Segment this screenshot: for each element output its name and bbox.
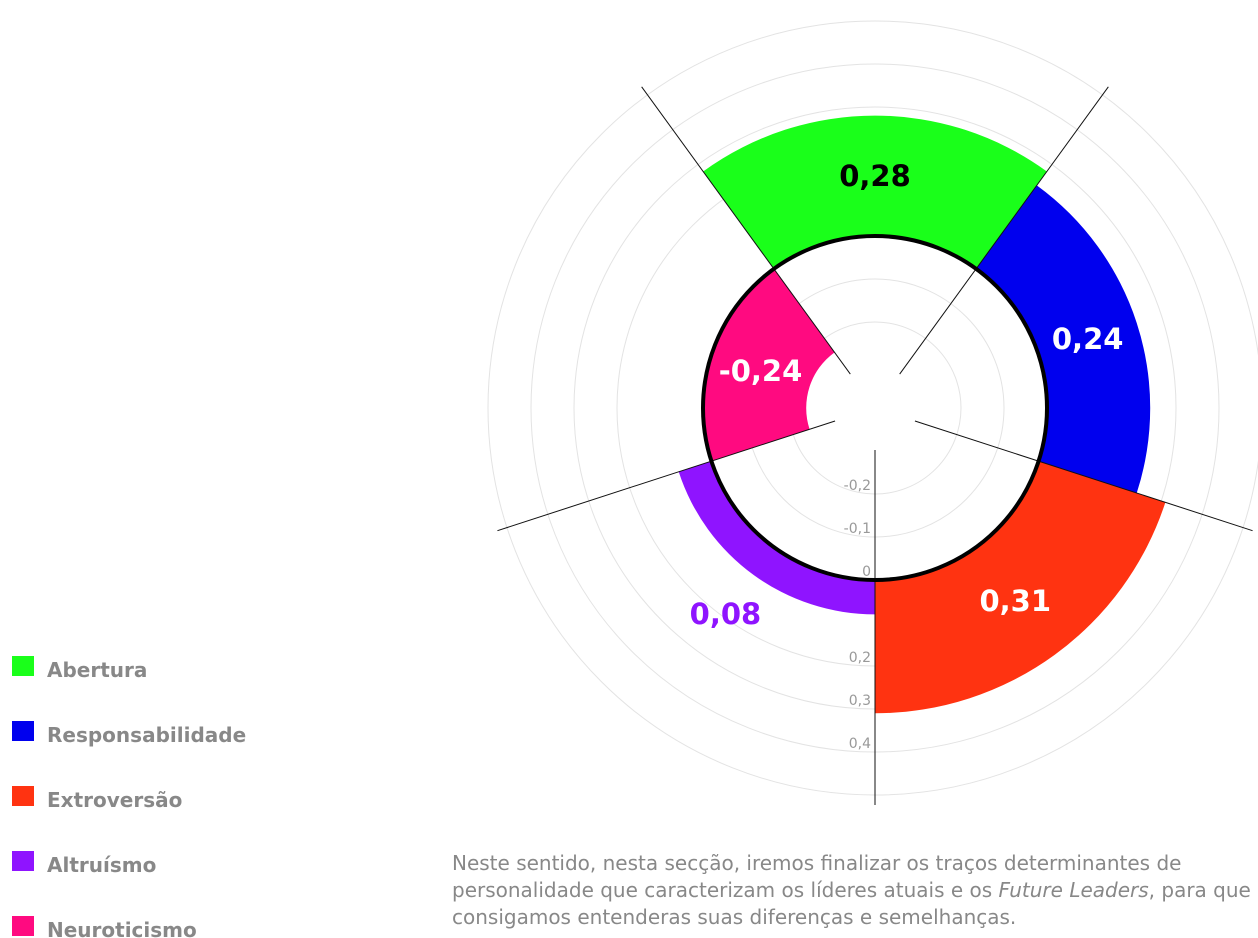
r-tick-label: 0,4 [849, 736, 871, 752]
spoke [497, 420, 836, 532]
paragraph-emphasis: Future Leaders [998, 878, 1149, 902]
zero-ring [701, 234, 1049, 582]
polar-segment [703, 115, 1047, 269]
legend-label: Altruísmo [47, 853, 156, 877]
legend-swatch [12, 656, 34, 676]
r-tick-label: 0,2 [849, 650, 871, 666]
data-label: -0,24 [719, 354, 803, 388]
legend-swatch [12, 916, 34, 936]
polar-segment [703, 268, 835, 462]
paragraph-text: , para que consigamos entenderas suas di… [452, 878, 1251, 929]
paragraph: Neste sentido, nesta secção, iremos fina… [452, 850, 1258, 931]
r-tick-label: -0,2 [844, 478, 871, 494]
legend-swatch [12, 786, 34, 806]
polar-segment [875, 461, 1166, 714]
legend-label: Responsabilidade [47, 723, 246, 747]
data-label: 0,24 [1052, 322, 1124, 356]
r-tick-label: 0,3 [849, 693, 871, 709]
data-label: 0,31 [979, 584, 1051, 618]
spoke [914, 420, 1253, 532]
legend-label: Extroversão [47, 788, 182, 812]
spoke [641, 86, 851, 375]
spoke [899, 86, 1109, 375]
legend-label: Neuroticismo [47, 918, 197, 938]
r-tick-label: 0 [862, 564, 871, 580]
paragraph-text: Neste sentido, nesta secção, iremos fina… [452, 851, 1182, 902]
legend-label: Abertura [47, 658, 147, 682]
legend-swatch [12, 721, 34, 741]
data-label: 0,08 [690, 597, 762, 631]
polar-segment [976, 185, 1151, 494]
legend-swatch [12, 851, 34, 871]
r-tick-label: -0,1 [844, 521, 871, 537]
data-label: 0,28 [839, 159, 911, 193]
